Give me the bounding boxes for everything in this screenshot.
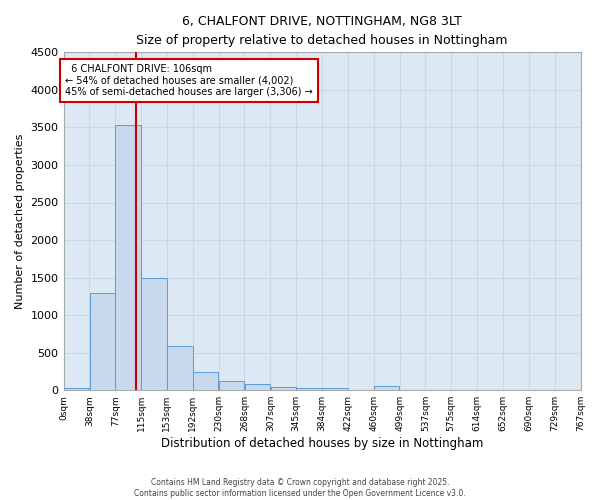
- Bar: [322, 388, 347, 390]
- Text: Contains HM Land Registry data © Crown copyright and database right 2025.
Contai: Contains HM Land Registry data © Crown c…: [134, 478, 466, 498]
- Bar: [374, 386, 400, 390]
- Y-axis label: Number of detached properties: Number of detached properties: [15, 134, 25, 309]
- Bar: [142, 278, 167, 390]
- Bar: [89, 292, 115, 390]
- Bar: [193, 372, 218, 390]
- Bar: [64, 388, 89, 390]
- X-axis label: Distribution of detached houses by size in Nottingham: Distribution of detached houses by size …: [161, 437, 483, 450]
- Bar: [219, 381, 244, 390]
- Bar: [296, 388, 322, 390]
- Text: 6 CHALFONT DRIVE: 106sqm
← 54% of detached houses are smaller (4,002)
45% of sem: 6 CHALFONT DRIVE: 106sqm ← 54% of detach…: [65, 64, 313, 97]
- Title: 6, CHALFONT DRIVE, NOTTINGHAM, NG8 3LT
Size of property relative to detached hou: 6, CHALFONT DRIVE, NOTTINGHAM, NG8 3LT S…: [136, 15, 508, 47]
- Bar: [271, 387, 296, 390]
- Bar: [245, 384, 270, 390]
- Bar: [167, 346, 193, 390]
- Bar: [115, 125, 141, 390]
